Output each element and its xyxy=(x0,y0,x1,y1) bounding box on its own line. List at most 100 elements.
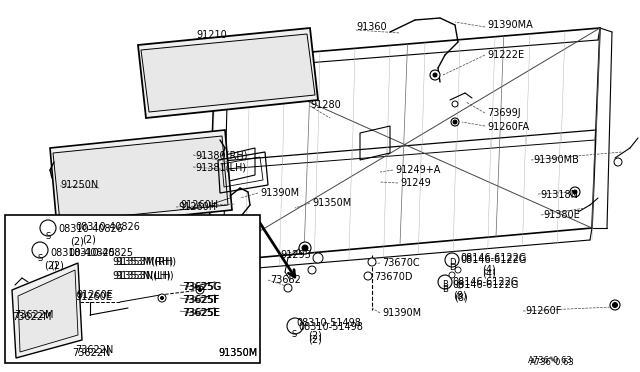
Text: 73625F: 73625F xyxy=(182,295,219,305)
Text: 08310-40825: 08310-40825 xyxy=(50,248,115,258)
Text: 08146-6122G: 08146-6122G xyxy=(452,280,518,290)
Text: 91222E: 91222E xyxy=(487,50,524,60)
Text: S: S xyxy=(292,330,297,339)
Circle shape xyxy=(368,258,376,266)
Text: 91360: 91360 xyxy=(356,22,387,32)
Text: 91250N: 91250N xyxy=(60,180,99,190)
Text: 91280: 91280 xyxy=(310,100,340,110)
Circle shape xyxy=(570,187,580,197)
Text: 91390M: 91390M xyxy=(382,308,421,318)
Circle shape xyxy=(445,253,459,267)
Text: 91353N(LH): 91353N(LH) xyxy=(115,270,173,280)
Text: 91350M: 91350M xyxy=(218,348,257,358)
Circle shape xyxy=(612,302,618,308)
Text: 08310-51498: 08310-51498 xyxy=(296,318,361,328)
Text: 08146-6122G: 08146-6122G xyxy=(460,253,526,263)
Text: 91249+A: 91249+A xyxy=(395,165,440,175)
Circle shape xyxy=(452,101,458,107)
Text: (4): (4) xyxy=(482,268,496,278)
Text: 73622M: 73622M xyxy=(12,312,51,322)
Text: 73622N: 73622N xyxy=(75,345,113,355)
Text: 73622M: 73622M xyxy=(14,310,54,320)
Polygon shape xyxy=(12,263,82,358)
Text: (8): (8) xyxy=(453,290,467,300)
Polygon shape xyxy=(18,270,78,352)
Circle shape xyxy=(364,272,372,280)
Text: (2): (2) xyxy=(308,330,322,340)
Text: S: S xyxy=(45,232,51,241)
Polygon shape xyxy=(50,130,232,228)
Text: (2): (2) xyxy=(44,260,58,270)
Circle shape xyxy=(451,118,459,126)
Text: 08310-40826: 08310-40826 xyxy=(58,224,123,234)
Circle shape xyxy=(198,289,202,292)
Text: (8): (8) xyxy=(454,293,468,303)
Text: 91260H: 91260H xyxy=(178,202,216,212)
Circle shape xyxy=(438,275,452,289)
Text: 91260FA: 91260FA xyxy=(487,122,529,132)
Circle shape xyxy=(313,253,323,263)
Text: 73670C: 73670C xyxy=(382,258,420,268)
Text: 91390MB: 91390MB xyxy=(533,155,579,165)
Text: 91381(LH): 91381(LH) xyxy=(195,162,246,172)
Text: 91260E: 91260E xyxy=(75,292,112,302)
Circle shape xyxy=(302,245,308,251)
Circle shape xyxy=(614,158,622,166)
Text: 91210: 91210 xyxy=(196,30,227,40)
Circle shape xyxy=(430,70,440,80)
Text: 91260H: 91260H xyxy=(180,200,218,210)
Text: (2): (2) xyxy=(82,234,96,244)
Text: 73625E: 73625E xyxy=(182,308,219,318)
Circle shape xyxy=(573,190,577,194)
Text: 73625F: 73625F xyxy=(183,295,220,305)
Text: 08146-6122G: 08146-6122G xyxy=(460,255,526,265)
Circle shape xyxy=(299,242,311,254)
Text: (2): (2) xyxy=(70,236,84,246)
Text: 91380(RH): 91380(RH) xyxy=(195,150,248,160)
Text: 91390MA: 91390MA xyxy=(487,20,532,30)
Text: 73625G: 73625G xyxy=(182,282,221,292)
Circle shape xyxy=(457,282,463,288)
Text: 91380E: 91380E xyxy=(543,210,580,220)
Text: S: S xyxy=(37,254,42,263)
Text: D: D xyxy=(449,263,456,272)
Text: D: D xyxy=(449,258,456,267)
Text: A736*0.63: A736*0.63 xyxy=(530,358,575,367)
Polygon shape xyxy=(141,34,315,112)
Circle shape xyxy=(433,73,437,77)
Text: 73622N: 73622N xyxy=(72,348,110,358)
Text: 73699J: 73699J xyxy=(487,108,520,118)
Text: 91350M: 91350M xyxy=(218,348,257,358)
Text: 73625E: 73625E xyxy=(183,308,220,318)
Text: A736*0.63: A736*0.63 xyxy=(528,356,573,365)
Circle shape xyxy=(161,296,163,299)
Text: 08310-40825: 08310-40825 xyxy=(68,248,133,258)
Text: 91353M(RH): 91353M(RH) xyxy=(112,257,173,267)
Circle shape xyxy=(455,267,461,273)
Text: 73670D: 73670D xyxy=(374,272,413,282)
Circle shape xyxy=(449,272,455,278)
Text: 91353M(RH): 91353M(RH) xyxy=(115,257,176,267)
Polygon shape xyxy=(138,28,318,118)
Text: 91295: 91295 xyxy=(280,250,311,260)
Text: (2): (2) xyxy=(50,260,64,270)
Circle shape xyxy=(308,266,316,274)
Circle shape xyxy=(610,300,620,310)
Text: 91353N(LH): 91353N(LH) xyxy=(112,270,171,280)
Polygon shape xyxy=(53,136,228,222)
Text: 08146-6122G: 08146-6122G xyxy=(452,277,518,287)
Text: B: B xyxy=(442,280,448,289)
Bar xyxy=(5,215,260,363)
Text: 91260E: 91260E xyxy=(76,290,113,300)
Circle shape xyxy=(32,242,48,258)
Text: 08310-40826: 08310-40826 xyxy=(75,222,140,232)
Circle shape xyxy=(196,286,204,294)
Text: 91350M: 91350M xyxy=(312,198,351,208)
Text: (4): (4) xyxy=(482,265,496,275)
Text: (2): (2) xyxy=(308,334,322,344)
Text: 08310-51498: 08310-51498 xyxy=(298,322,363,332)
Circle shape xyxy=(40,220,56,236)
Text: B: B xyxy=(442,285,448,294)
Text: 91318N: 91318N xyxy=(540,190,578,200)
Text: 73625G: 73625G xyxy=(183,282,221,292)
